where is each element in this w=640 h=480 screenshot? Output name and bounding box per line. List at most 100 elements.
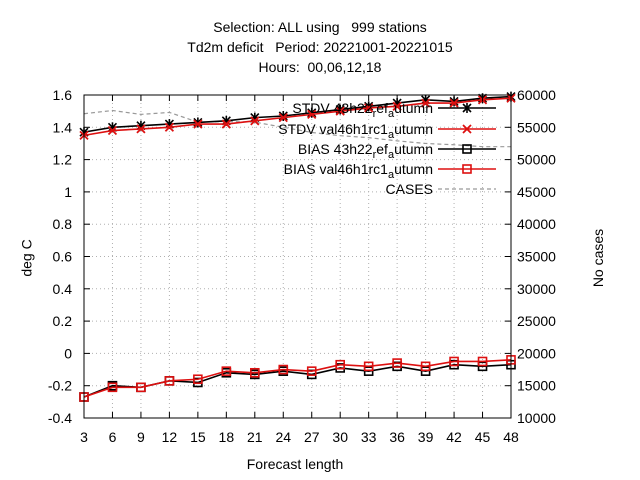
legend-sample-marker — [462, 144, 472, 154]
data-point — [335, 359, 346, 370]
legend-sample-marker — [462, 164, 472, 174]
legend-label: BIAS 43h22refautumn — [298, 141, 433, 161]
y2-tick-label: 60000 — [517, 87, 556, 103]
y-tick-label: -0.4 — [48, 410, 72, 426]
y-axis-label: deg C — [18, 239, 35, 277]
data-point — [136, 124, 146, 134]
series-4 — [83, 109, 511, 148]
series-line — [83, 359, 512, 398]
chart-title-line3: Hours: 00,06,12,18 — [258, 59, 382, 75]
data-point — [193, 374, 203, 385]
legend-label-part: STDV val46h1rc1 — [278, 121, 388, 137]
x-tick-label: 30 — [332, 429, 348, 445]
x-tick-label: 15 — [190, 429, 206, 445]
y2-tick-label: 45000 — [517, 184, 556, 200]
y-tick-label: 1.6 — [53, 87, 73, 103]
data-point — [278, 112, 288, 123]
data-point — [449, 356, 459, 367]
data-point — [363, 361, 374, 372]
data-point — [420, 366, 431, 376]
data-point — [363, 366, 374, 376]
legend-label: CASES — [386, 181, 433, 197]
y-tick-label: 0.6 — [53, 249, 73, 265]
series-line — [83, 95, 512, 133]
y2-tick-label: 50000 — [517, 152, 556, 168]
legend-label-part: a — [388, 108, 395, 120]
data-point — [107, 125, 118, 136]
y2-tick-label: 15000 — [517, 378, 556, 394]
x-tick-label: 39 — [418, 429, 434, 445]
legend-label: BIAS val46h1rc1autumn — [284, 161, 433, 181]
y2-tick-label: 55000 — [517, 119, 556, 135]
data-point — [221, 119, 231, 129]
legend-label: STDV 43h22refautumn — [292, 100, 433, 120]
x-tick-label: 48 — [503, 429, 519, 445]
x-tick-label: 3 — [80, 429, 88, 445]
x-tick-label: 27 — [304, 429, 320, 445]
legend-label-part: utumn — [394, 161, 433, 177]
legend-label-part: BIAS val46h1rc1 — [284, 161, 388, 177]
legend-label-part: CASES — [386, 181, 433, 197]
series-3 — [79, 355, 516, 402]
legend-label-part: a — [388, 149, 395, 161]
y-tick-label: 0.4 — [53, 281, 73, 297]
legend-label-part: utumn — [394, 121, 433, 137]
x-tick-label: 21 — [247, 429, 263, 445]
data-point — [164, 122, 175, 132]
x-tick-label: 24 — [275, 429, 291, 445]
y2-tick-label: 40000 — [517, 216, 556, 232]
legend-label-part: r — [373, 149, 377, 161]
x-tick-label: 45 — [475, 429, 491, 445]
chart-title-line1: Selection: ALL using 999 stations — [213, 19, 427, 35]
x-tick-label: 42 — [446, 429, 462, 445]
data-point — [193, 119, 203, 129]
legend-label-part: ef — [376, 141, 388, 157]
y2-tick-label: 20000 — [517, 345, 556, 361]
data-point — [107, 382, 118, 393]
y2-tick-label: 30000 — [517, 281, 556, 297]
legend-label-part: ef — [376, 100, 388, 116]
data-point — [420, 361, 431, 372]
x-tick-label: 33 — [361, 429, 377, 445]
series-line — [83, 109, 511, 148]
legend-label-part: r — [373, 108, 377, 120]
data-point — [278, 364, 289, 375]
legend-label-part: a — [388, 169, 395, 181]
x-tick-label: 36 — [389, 429, 405, 445]
x-tick-label: 12 — [162, 429, 178, 445]
y-tick-label: 0 — [64, 345, 72, 361]
data-point — [250, 367, 260, 378]
data-point — [250, 116, 260, 126]
data-point — [477, 356, 488, 367]
x-tick-label: 9 — [137, 429, 145, 445]
data-point — [392, 101, 402, 111]
data-point — [392, 358, 402, 368]
x-tick-label: 18 — [219, 429, 235, 445]
data-point — [307, 109, 317, 120]
legend-label-part: a — [388, 129, 395, 141]
y2-axis-label: No cases — [590, 228, 606, 288]
y2-tick-label: 35000 — [517, 249, 556, 265]
data-point — [136, 382, 146, 393]
y-tick-label: 1.4 — [53, 119, 73, 135]
data-point — [420, 98, 431, 108]
y-tick-label: -0.2 — [48, 378, 72, 394]
y-tick-label: 1.2 — [53, 152, 73, 168]
data-point — [477, 361, 488, 372]
legend-label-part: BIAS 43h22 — [298, 141, 373, 157]
y2-tick-label: 10000 — [517, 410, 556, 426]
y2-tick-label: 25000 — [517, 313, 556, 329]
legend-label-part: utumn — [394, 141, 433, 157]
axis-ticks: -0.4 -0.2 0 0.2 0.4 0.6 0.8 1 1.2 1.4 1.6 10000 1500… — [48, 87, 556, 445]
data-point — [335, 106, 345, 116]
series-2 — [79, 359, 516, 402]
data-point — [364, 103, 374, 113]
y-tick-label: 0.2 — [53, 313, 73, 329]
legend-label: STDV val46h1rc1autumn — [278, 121, 433, 141]
series-line — [83, 363, 512, 398]
series-1 — [79, 93, 516, 141]
chart-title-line2: Td2m deficit Period: 20221001-20221015 — [187, 39, 453, 55]
data-point — [164, 376, 175, 386]
series-line — [83, 97, 512, 137]
